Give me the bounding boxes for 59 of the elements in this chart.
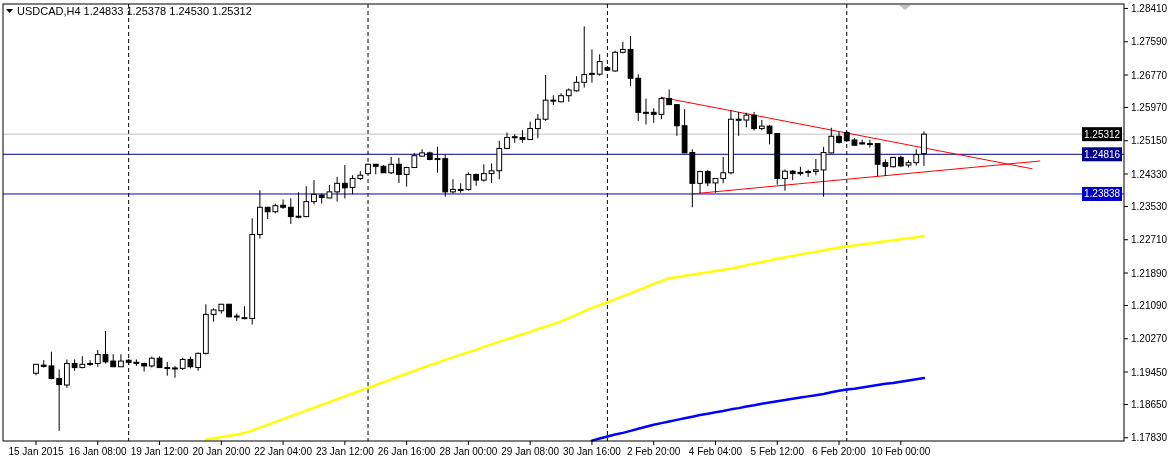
x-tick-label: 30 Jan 16:00 (563, 446, 622, 457)
y-tick-label: 1.21090 (1131, 299, 1168, 311)
y-tick-label: 1.20270 (1131, 333, 1168, 345)
y-tick-label: 1.26770 (1131, 69, 1168, 81)
x-tick-label: 23 Jan 12:00 (315, 446, 375, 457)
candlestick (396, 157, 402, 184)
x-tick-label: 19 Jan 12:00 (130, 446, 189, 457)
candlestick (812, 158, 819, 176)
y-tick-label: 1.22710 (1131, 234, 1168, 246)
candlestick (341, 164, 348, 199)
candlestick (172, 365, 178, 379)
candlestick (527, 121, 534, 141)
candlestick (673, 103, 680, 137)
x-tick-label: 22 Jan 04:00 (254, 446, 313, 457)
line-series (590, 376, 926, 442)
y-tick-label: 1.19450 (1131, 366, 1168, 378)
candlestick (535, 113, 541, 139)
y-tick-label: 1.21890 (1131, 267, 1168, 279)
x-tick-label: 10 Feb 00:00 (871, 446, 931, 457)
candlestick (805, 169, 812, 178)
y-tick-label: 1.23530 (1131, 200, 1168, 212)
y-tick-label: 1.25150 (1131, 135, 1168, 147)
x-tick-label: 5 Feb 12:00 (750, 446, 805, 457)
y-tick-label: 1.17830 (1131, 432, 1168, 444)
candlestick (141, 362, 147, 373)
candlestick (921, 130, 927, 167)
x-tick-label: 2 Feb 20:00 (627, 446, 681, 457)
x-tick-label: 15 Jan 2015 (8, 446, 64, 457)
candlestick (87, 359, 93, 367)
ref-line-label: 1.23838 (1084, 188, 1121, 200)
x-tick-label: 20 Jan 20:00 (192, 446, 251, 457)
candlestick (612, 50, 618, 73)
y-tick-label: 1.25970 (1131, 101, 1168, 113)
candlestick (751, 111, 757, 132)
ref-line-label: 1.24816 (1084, 148, 1121, 160)
chart-title: USDCAD,H4 1.24833 1.25378 1.24530 1.25312 (17, 5, 252, 17)
x-tick-label: 4 Feb 04:00 (688, 446, 743, 457)
x-tick-label: 6 Feb 20:00 (812, 446, 867, 457)
candlestick (63, 358, 70, 389)
candlestick (118, 353, 124, 368)
x-tick-label: 28 Jan 00:00 (439, 446, 498, 457)
candlestick (450, 178, 456, 194)
x-tick-label: 26 Jan 16:00 (377, 446, 436, 457)
candlestick (867, 139, 873, 149)
y-tick-label: 1.18650 (1131, 398, 1168, 410)
y-tick-label: 1.24330 (1131, 168, 1168, 180)
y-tick-label: 1.28410 (1131, 2, 1168, 14)
candlestick (56, 369, 63, 432)
candlestick (643, 98, 649, 126)
candlestick (782, 169, 788, 192)
y-tick-label: 1.27590 (1131, 36, 1168, 48)
candlestick (334, 176, 341, 203)
x-tick-label: 16 Jan 08:00 (68, 446, 128, 457)
candlestick (589, 48, 595, 84)
line-series (204, 234, 926, 441)
ref-line-label: 1.25312 (1084, 128, 1121, 140)
candlestick (311, 179, 317, 205)
x-tick-label: 29 Jan 08:00 (501, 446, 560, 457)
candlestick (280, 199, 286, 210)
